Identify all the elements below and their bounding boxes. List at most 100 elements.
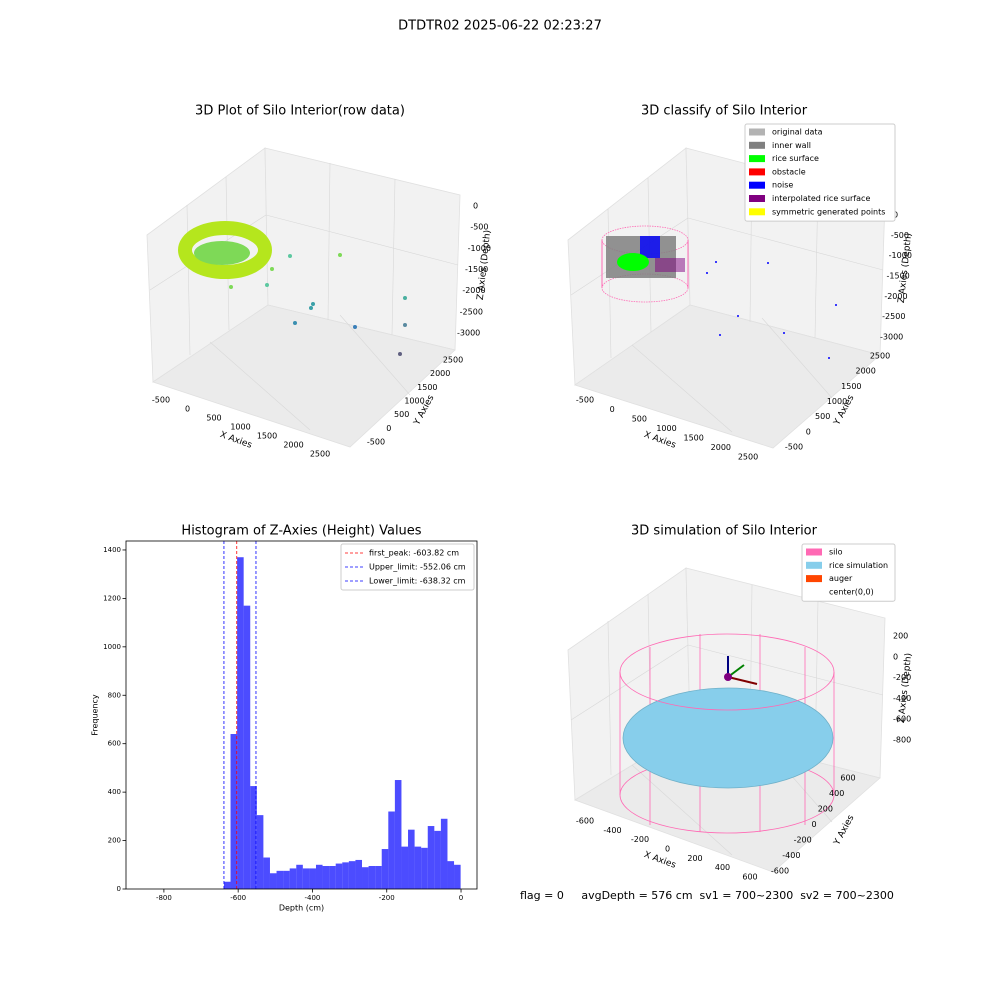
histogram-bar [381, 849, 389, 889]
x-tick-label: -500 [576, 396, 594, 405]
z-tick-label: -2000 [884, 292, 907, 301]
y-tick-label: 500 [815, 412, 830, 421]
y-axis-label: Frequency [91, 694, 100, 736]
footer-text: flag = 0 avgDepth = 576 cm sv1 = 700~230… [520, 889, 894, 902]
legend-swatch [749, 195, 765, 202]
legend-label: rice simulation [829, 561, 888, 570]
y-tick-label: 1000 [103, 643, 121, 651]
x-tick-label: -600 [230, 894, 246, 902]
z-axis-label: Z Axies (Depth) [897, 232, 914, 303]
silo-simulation [619, 633, 835, 834]
histogram-bar [388, 811, 395, 889]
z-tick-label: -1500 [887, 272, 910, 281]
z-tick-label: 200 [893, 632, 908, 641]
histogram-bar [322, 865, 330, 889]
x-axis-label: X Axies [642, 430, 677, 451]
legend-label: Lower_limit: -638.32 cm [369, 577, 466, 586]
x-axis-label: X Axies [642, 850, 677, 871]
x-tick-label: -200 [379, 894, 395, 902]
histogram-bar [315, 864, 323, 889]
z-tick-label: -600 [893, 715, 911, 724]
y-tick-label: 200 [108, 837, 121, 845]
y-tick-label: -500 [785, 443, 803, 452]
histogram-bar [263, 857, 270, 889]
y-tick-label: 2000 [855, 367, 875, 376]
histogram-bar [237, 557, 244, 889]
z-tick-label: -2500 [460, 307, 483, 316]
y-tick-label: 2500 [870, 352, 890, 361]
legend-label: rice surface [772, 154, 819, 163]
z-tick-label: -1000 [889, 251, 912, 260]
axes-title: Histogram of Z-Axies (Height) Values [181, 524, 421, 539]
legend-swatch [749, 141, 765, 149]
axes-3d-panes [567, 147, 886, 449]
y-tick-label: 0 [811, 820, 816, 829]
y-tick-label: 1500 [417, 383, 437, 392]
y-tick-label: 2000 [430, 369, 450, 378]
legend-label: symmetric generated points [772, 207, 885, 216]
histogram-bar [283, 870, 290, 889]
x-tick-label: 600 [742, 873, 757, 882]
x-tick-label: 500 [632, 415, 647, 424]
legend-swatch [749, 208, 765, 216]
histogram-bar [394, 780, 402, 889]
z-tick-label: -500 [470, 223, 488, 232]
x-tick-label: 0 [185, 405, 190, 414]
z-tick-label: 0 [893, 652, 898, 661]
legend-swatch [749, 168, 765, 176]
histogram-bar [454, 864, 461, 889]
histogram-bar [250, 786, 257, 889]
histogram-bar [256, 815, 264, 889]
x-tick-label: 1000 [656, 424, 676, 433]
legend-label: auger [829, 574, 853, 583]
histogram-bar [335, 863, 343, 889]
plot-frame [125, 540, 478, 890]
histogram-bar [447, 861, 455, 889]
z-tick-label: -800 [893, 736, 911, 745]
histogram-bar [302, 868, 310, 889]
legend-swatch [806, 588, 822, 596]
histogram-bar [355, 859, 363, 889]
axes-title: 3D Plot of Silo Interior(row data) [195, 104, 405, 119]
legend-label: Upper_limit: -552.06 cm [369, 563, 466, 572]
x-tick-label: 1000 [230, 423, 250, 432]
y-tick-label: 500 [394, 410, 409, 419]
histogram-bar [309, 868, 316, 889]
z-tick-label: 0 [893, 211, 898, 220]
z-tick-label: -200 [893, 673, 911, 682]
histogram-bar [427, 826, 435, 889]
x-tick-label: 0 [610, 405, 615, 414]
y-tick-label: 1000 [827, 397, 847, 406]
legend-box [744, 123, 896, 222]
legend-label: original data [772, 128, 823, 137]
y-tick-label: 600 [840, 774, 855, 783]
y-tick-label: 400 [108, 788, 121, 796]
x-tick-label: -200 [631, 835, 649, 844]
histogram-bar [223, 881, 231, 889]
histogram-bar [408, 829, 415, 889]
legend-label: first_peak: -603.82 cm [369, 549, 459, 558]
y-tick-label: -600 [771, 867, 789, 876]
y-tick-label: -200 [794, 836, 812, 845]
histogram-bar [434, 830, 441, 889]
legend-label: obstacle [772, 167, 806, 176]
y-tick-label: -400 [782, 851, 800, 860]
classified-cloud [601, 225, 837, 359]
y-tick-label: 0 [806, 427, 811, 436]
point-cloud [178, 221, 407, 356]
x-axis-label: X Axies [218, 430, 253, 451]
x-tick-label: -400 [603, 826, 621, 835]
x-tick-label: -500 [152, 396, 170, 405]
histogram-bar [230, 734, 238, 889]
y-axis-label: Y Axies [832, 813, 857, 848]
z-axis-label: Z Axies (Depth) [897, 652, 914, 723]
legend-label: center(0,0) [829, 587, 874, 596]
x-tick-label: 0 [459, 894, 463, 902]
x-tick-label: 2000 [283, 441, 303, 450]
histogram-bar [421, 847, 428, 889]
z-tick-label: -400 [893, 694, 911, 703]
legend-swatch [806, 548, 822, 556]
x-tick-label: 2000 [711, 443, 731, 452]
histogram-bar [243, 605, 251, 889]
